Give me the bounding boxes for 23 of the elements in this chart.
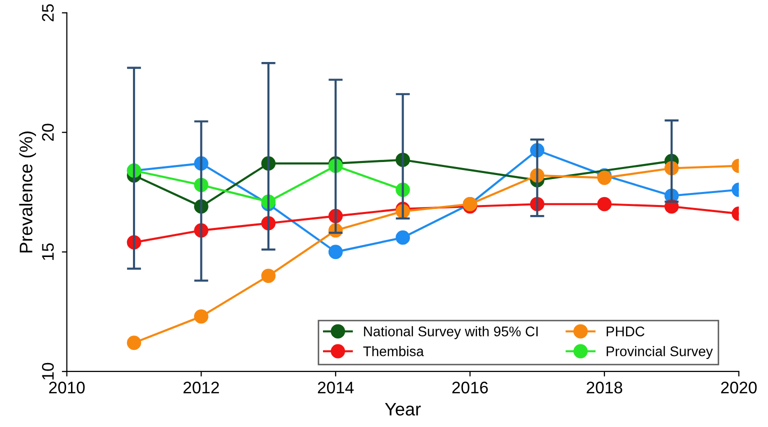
point	[396, 230, 410, 245]
x-tick-label: 2016	[452, 382, 488, 394]
point	[597, 196, 612, 212]
point	[126, 336, 142, 350]
x-tick-label: 2020	[721, 382, 757, 394]
x-axis-title: Year	[384, 402, 421, 416]
y-tick-label: 10	[42, 362, 54, 380]
x-tick-label: 2012	[184, 382, 219, 394]
x-tick-label: 2014	[318, 382, 354, 394]
y-tick-label: 15	[42, 243, 54, 260]
legend-label: Provincial Survey	[606, 346, 713, 359]
legend-label: National Survey with 95% CI	[364, 326, 538, 340]
point	[597, 170, 612, 185]
y-tick-label: 25	[42, 4, 54, 22]
point	[194, 309, 208, 324]
legend-label: PHDC	[606, 326, 644, 336]
point	[328, 244, 343, 260]
y-tick-label: 20	[42, 124, 54, 141]
x-tick-label: 2018	[586, 382, 622, 394]
x-tick-label: 2010	[49, 382, 85, 394]
point	[261, 268, 276, 283]
legend-label: Thembisa	[363, 346, 424, 356]
y-axis-title: Prevalence (%)	[19, 132, 36, 252]
